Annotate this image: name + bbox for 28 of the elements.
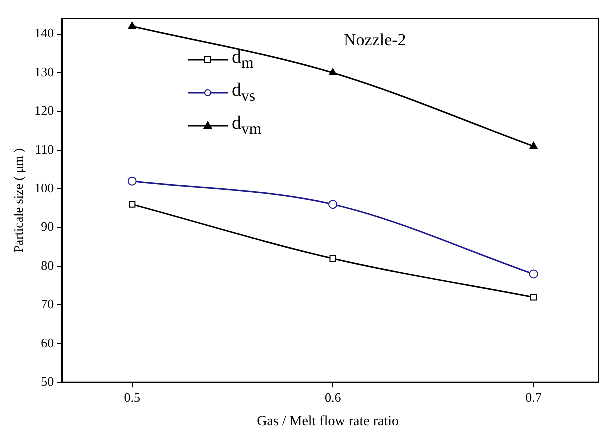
legend-label: d$_{vm}$ <box>232 112 262 140</box>
y-tick-label: 60 <box>41 335 54 350</box>
x-tick-label: 0.7 <box>526 390 542 405</box>
point <box>128 22 136 30</box>
legend-label: d$_{m}$ <box>232 46 254 74</box>
x-axis-title: Gas / Melt flow rate ratio <box>257 414 400 430</box>
point <box>330 255 336 262</box>
legend-label: d$_{vs}$ <box>232 78 256 107</box>
y-axis-title: Particale size ( μm ) <box>11 148 26 253</box>
point <box>530 142 538 150</box>
y-tick-label: 120 <box>34 103 54 118</box>
point <box>128 176 137 186</box>
x-tick-label: 0.5 <box>124 390 140 405</box>
y-tick-label: 140 <box>34 26 54 41</box>
point <box>530 294 538 301</box>
y-tick-label: 50 <box>41 374 54 390</box>
y-tick-label: 130 <box>34 64 54 80</box>
x-tick-label: 0.6 <box>324 390 342 405</box>
y-tick-label: 70 <box>41 296 54 312</box>
point <box>329 68 338 76</box>
point <box>328 200 338 210</box>
y-tick-label: 100 <box>34 180 54 196</box>
annotation: Nozzle-2 <box>344 30 406 50</box>
point <box>129 201 136 208</box>
y-tick-label: 110 <box>35 142 54 157</box>
y-tick-label: 90 <box>41 219 54 234</box>
y-tick-label: 80 <box>41 258 54 273</box>
point <box>529 270 538 279</box>
